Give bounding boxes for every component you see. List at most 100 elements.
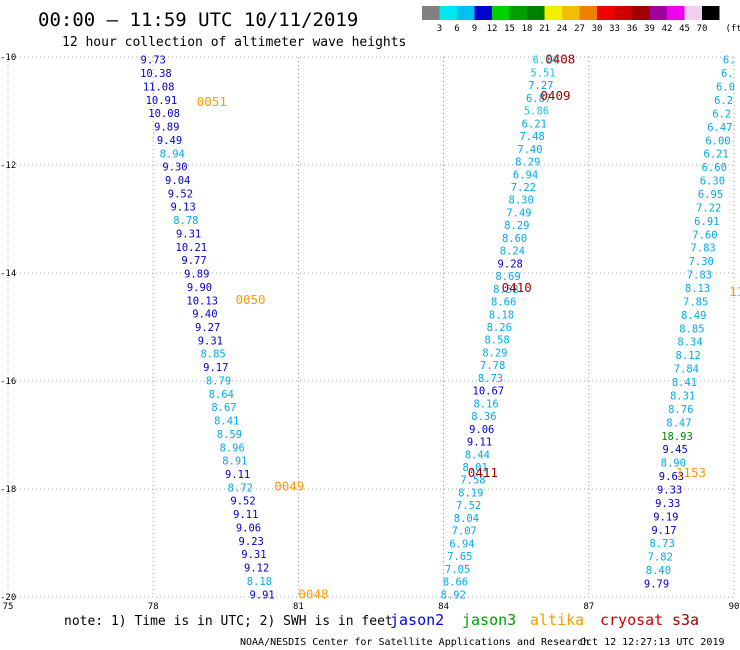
- swh-value: 8.66: [491, 297, 516, 309]
- swh-value: 9.06: [236, 522, 261, 534]
- scale-swatch: [439, 6, 457, 20]
- scale-label: 33: [609, 24, 620, 34]
- swh-value: 8.24: [500, 246, 525, 258]
- swh-value: 8.79: [206, 375, 231, 387]
- swh-value: 10.21: [176, 242, 208, 254]
- swh-value: 6.2: [714, 95, 733, 107]
- pass-time-label: 0051: [197, 94, 227, 109]
- swh-value: 8.29: [482, 347, 507, 359]
- scale-swatch: [702, 6, 720, 20]
- footer-note: note: 1) Time is in UTC; 2) SWH is in fe…: [64, 614, 393, 629]
- lon-tick-label: 90: [729, 602, 740, 612]
- scale-label: 3: [437, 24, 442, 34]
- swh-value: 6.2: [712, 108, 731, 120]
- swh-value: 8.29: [504, 220, 529, 232]
- swh-value: 10.38: [140, 68, 172, 80]
- lat-tick-label: -16: [0, 377, 16, 387]
- scale-swatch: [527, 6, 545, 20]
- swh-value: 9.52: [168, 188, 193, 200]
- swh-value: 9.31: [198, 335, 223, 347]
- swh-value: 7.82: [648, 552, 673, 564]
- satellite-legend-cryosat: cryosat: [600, 611, 663, 629]
- swh-value: 7.78: [480, 360, 505, 372]
- scale-swatch: [614, 6, 632, 20]
- swh-value: 8.85: [679, 323, 704, 335]
- pass-time-label: 0410: [502, 280, 532, 295]
- lat-tick-label: -10: [0, 53, 16, 63]
- swh-value: 8.92: [441, 589, 466, 601]
- swh-value: 8.13: [685, 283, 710, 295]
- swh-value: 8.40: [646, 565, 671, 577]
- page-title: 00:00 – 11:59 UTC 10/11/2019: [38, 9, 358, 31]
- swh-value: 6.21: [703, 149, 728, 161]
- swh-value: 6.0: [716, 82, 735, 94]
- map-grid: [7, 56, 735, 598]
- swh-value: 7.27: [528, 80, 553, 92]
- swh-value: 8.73: [649, 538, 674, 550]
- pass-time-label: 0409: [540, 88, 570, 103]
- scale-swatch: [632, 6, 650, 20]
- timestamp-text: Oct 12 12:27:13 UTC 2019: [580, 637, 725, 648]
- swh-value: 7.05: [445, 564, 470, 576]
- scale-swatch: [562, 6, 580, 20]
- scale-swatch: [544, 6, 562, 20]
- scale-swatch: [509, 6, 527, 20]
- swh-value: 7.58: [460, 475, 485, 487]
- swh-value: 8.78: [173, 215, 198, 227]
- pass-time-label: 0411: [468, 465, 498, 480]
- swh-value: 8.72: [228, 482, 253, 494]
- scale-swatch: [597, 6, 615, 20]
- lon-tick-label: 84: [438, 602, 449, 612]
- scale-swatch: [684, 6, 702, 20]
- swh-value: 9.90: [187, 282, 212, 294]
- lat-tick-label: -20: [0, 593, 16, 603]
- swh-value: 9.89: [154, 122, 179, 134]
- swh-value: 9.31: [241, 549, 266, 561]
- swh-value: 7.22: [696, 202, 721, 214]
- scale-label: 36: [627, 24, 638, 34]
- lon-tick-label: 81: [293, 602, 304, 612]
- swh-value: 6.94: [513, 169, 538, 181]
- swh-value: 9.06: [469, 424, 494, 436]
- swh-value: 8.34: [677, 337, 702, 349]
- swh-value: 9.52: [230, 496, 255, 508]
- scale-label: 9: [472, 24, 477, 34]
- swh-value: 8.30: [509, 195, 534, 207]
- swh-value: 8.16: [473, 398, 498, 410]
- swh-value: 6.95: [698, 189, 723, 201]
- swh-value: 8.01: [463, 462, 488, 474]
- swh-value: 8.91: [222, 456, 247, 468]
- scale-label: 27: [574, 24, 585, 34]
- swh-value: 9.33: [657, 484, 682, 496]
- scale-label: 39: [644, 24, 655, 34]
- swh-value: 9.45: [663, 444, 688, 456]
- swh-value: 10.91: [146, 95, 178, 107]
- lat-tick-label: -12: [0, 161, 16, 171]
- scale-swatch: [492, 6, 510, 20]
- scale-swatch: [457, 6, 475, 20]
- swh-value: 6.14: [533, 55, 558, 67]
- swh-value: 7.07: [452, 526, 477, 538]
- swh-value: 7.84: [674, 364, 699, 376]
- swh-value: 6.47: [707, 122, 732, 134]
- swh-value: 8.67: [211, 402, 236, 414]
- satellite-legend-jason3: jason3: [462, 611, 516, 629]
- swh-value: 9.30: [162, 162, 187, 174]
- swh-value: 9.49: [157, 135, 182, 147]
- swh-value: 9.89: [184, 269, 209, 281]
- swh-value: 8.94: [160, 148, 185, 160]
- pass-time-label: 115: [729, 284, 740, 299]
- swh-value: 6.60: [702, 162, 727, 174]
- swh-value: 8.66: [443, 577, 468, 589]
- swh-value: 9.19: [653, 511, 678, 523]
- scale-label: 70: [697, 24, 708, 34]
- swh-value: 9.27: [195, 322, 220, 334]
- swh-value: 9.13: [170, 202, 195, 214]
- swh-value: 9.12: [244, 563, 269, 575]
- swh-value: 6.21: [522, 118, 547, 130]
- scale-unit: (ft): [726, 24, 740, 34]
- swh-value: 7.85: [683, 296, 708, 308]
- swh-value: 11.08: [143, 81, 175, 93]
- satellite-legend-jason2: jason2: [390, 611, 444, 629]
